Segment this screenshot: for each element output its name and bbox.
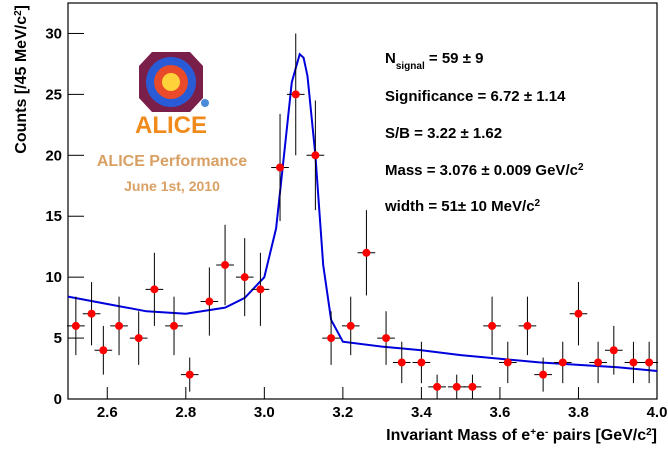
y-tick-label: 15 <box>45 208 62 225</box>
x-tick-label: 3.2 <box>332 404 353 421</box>
data-point <box>221 260 230 269</box>
fit-curve <box>67 52 658 372</box>
data-point <box>558 358 567 367</box>
data-point <box>134 334 143 343</box>
annotation: S/B = 3.22 ± 1.62 <box>385 125 502 142</box>
x-tick-label: 3.4 <box>411 404 433 421</box>
x-tick-label: 2.6 <box>97 404 118 421</box>
y-axis-title-part: Counts [/45 MeV/c <box>13 16 30 154</box>
data-point <box>170 321 179 330</box>
annotation: Mass = 3.076 ± 0.009 GeV/c2 <box>385 162 584 180</box>
x-axis-title-part: 2 <box>646 427 652 438</box>
data-point <box>382 334 391 343</box>
data-point <box>276 163 285 172</box>
x-tick-label: 4.0 <box>647 404 668 421</box>
performance-label: ALICE Performance <box>97 153 247 170</box>
data-point <box>452 382 461 391</box>
x-axis-title-part: e <box>536 427 545 444</box>
x-axis-title: Invariant Mass of e+e- pairs [GeV/c2] <box>386 427 657 445</box>
x-axis-title-part: pairs [GeV/c <box>548 427 646 444</box>
y-tick-label: 30 <box>45 25 62 42</box>
annotation-part: S/B = 3.22 ± 1.62 <box>385 125 502 142</box>
y-axis-title-part: 2 <box>13 10 24 16</box>
annotation-part: Mass = 3.076 ± 0.009 GeV/c <box>385 162 578 179</box>
data-point <box>488 321 497 330</box>
y-tick-label: 20 <box>45 147 62 164</box>
plot-frame <box>67 2 658 400</box>
annotation-part: 2 <box>535 198 541 209</box>
y-tick-label: 10 <box>45 269 62 286</box>
data-point <box>311 151 320 160</box>
data-point <box>327 334 336 343</box>
data-point <box>87 309 96 318</box>
data-point <box>594 358 603 367</box>
data-point <box>240 273 249 282</box>
date-label: June 1st, 2010 <box>124 178 220 194</box>
annotation: width = 51± 10 MeV/c2 <box>384 198 541 216</box>
data-point <box>503 358 512 367</box>
alice-logo: ALICE <box>135 52 209 139</box>
x-axis-title-part: - <box>545 427 548 438</box>
annotation-part: width = 51± 10 MeV/c <box>384 198 535 215</box>
annotation: Nsignal = 59 ± 9 <box>385 50 483 72</box>
annotation-part: signal <box>396 61 425 72</box>
y-tick-label: 25 <box>45 86 62 103</box>
data-point <box>539 370 548 379</box>
y-tick-label: 5 <box>54 330 62 347</box>
data-point <box>291 90 300 99</box>
data-point <box>609 346 618 355</box>
y-tick-label: 0 <box>54 391 62 408</box>
annotation-part: 2 <box>578 162 584 173</box>
x-tick-label: 3.6 <box>490 404 511 421</box>
data-point <box>645 358 654 367</box>
x-axis-title-part: ] <box>652 427 657 444</box>
annotation-part: Significance = 6.72 ± 1.14 <box>385 88 566 105</box>
data-point <box>256 285 265 294</box>
data-point <box>574 309 583 318</box>
y-axis-title: Counts [/45 MeV/c2] <box>13 5 31 154</box>
data-point <box>433 382 442 391</box>
data-point <box>468 382 477 391</box>
data-point <box>150 285 159 294</box>
data-point <box>362 248 371 257</box>
x-tick-label: 3.8 <box>568 404 589 421</box>
data-point <box>115 321 124 330</box>
annotation-part: N <box>385 50 396 67</box>
x-tick-label: 2.8 <box>175 404 196 421</box>
data-point <box>205 297 214 306</box>
y-axis-title-part: ] <box>13 5 30 10</box>
data-point <box>523 321 532 330</box>
x-tick-label: 3.0 <box>254 404 275 421</box>
data-point <box>629 358 638 367</box>
data-point <box>185 370 194 379</box>
logo-text: ALICE <box>135 112 207 139</box>
data-point <box>99 346 108 355</box>
x-axis-title-part: + <box>530 427 536 438</box>
data-point <box>397 358 406 367</box>
annotation: Significance = 6.72 ± 1.14 <box>385 88 566 105</box>
annotation-part: = 59 ± 9 <box>425 50 484 67</box>
x-axis-title-part: Invariant Mass of e <box>386 427 530 444</box>
data-point <box>346 321 355 330</box>
data-point <box>417 358 426 367</box>
data-point <box>71 321 80 330</box>
